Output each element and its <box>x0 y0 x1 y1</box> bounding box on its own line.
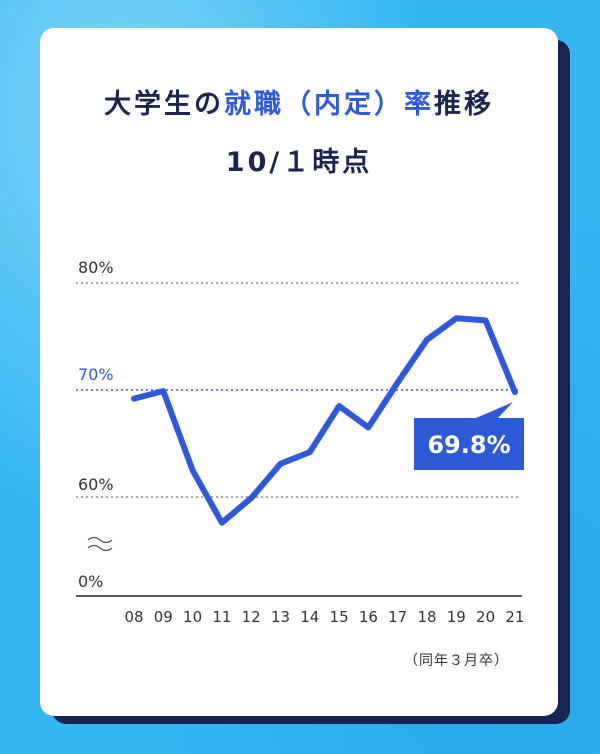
x-tick-label: 16 <box>359 608 378 626</box>
data-point <box>424 337 430 343</box>
chart-title: 大学生の就職（内定）率推移 <box>40 82 558 121</box>
series-line <box>131 315 518 526</box>
x-tick-label: 18 <box>417 608 436 626</box>
data-point <box>307 449 313 455</box>
data-point <box>395 380 401 386</box>
x-tick-label: 20 <box>476 608 495 626</box>
y-tick-label: 80% <box>78 258 114 277</box>
data-point <box>336 403 342 409</box>
x-tick-label: 11 <box>212 608 231 626</box>
data-point <box>512 389 518 395</box>
value-callout-label: 69.8% <box>427 431 510 459</box>
data-point <box>278 461 283 467</box>
x-tick-label: 10 <box>183 608 202 626</box>
title-suffix: 推移 <box>434 89 494 120</box>
data-point <box>219 520 225 526</box>
data-point <box>365 424 371 430</box>
x-tick-label: 15 <box>330 608 349 626</box>
data-point <box>160 388 166 394</box>
data-point <box>248 495 254 501</box>
value-callout <box>414 402 524 470</box>
axis-break-icon <box>87 536 113 552</box>
data-point <box>483 317 489 323</box>
x-tick-label: 12 <box>242 608 261 626</box>
title-prefix: 大学生の <box>104 89 224 120</box>
y-tick-label: 60% <box>78 475 114 494</box>
x-tick-label: 13 <box>271 608 290 626</box>
data-point <box>453 315 459 321</box>
data-point <box>131 396 137 402</box>
chart-subtitle: 10/１時点 <box>225 147 373 178</box>
x-tick-label: 14 <box>300 608 319 626</box>
x-tick-label: 08 <box>124 608 143 626</box>
x-tick-label: 19 <box>447 608 466 626</box>
chart-card <box>40 28 558 716</box>
title-highlight: 就職（内定）率 <box>224 89 434 120</box>
x-tick-label: 09 <box>154 608 173 626</box>
footnote: （同年３月卒） <box>404 653 509 669</box>
y-tick-label: 0% <box>78 572 103 591</box>
x-tick-label: 21 <box>505 608 524 626</box>
y-tick-label: 70% <box>78 365 114 384</box>
data-point <box>190 467 196 473</box>
x-tick-label: 17 <box>388 608 407 626</box>
